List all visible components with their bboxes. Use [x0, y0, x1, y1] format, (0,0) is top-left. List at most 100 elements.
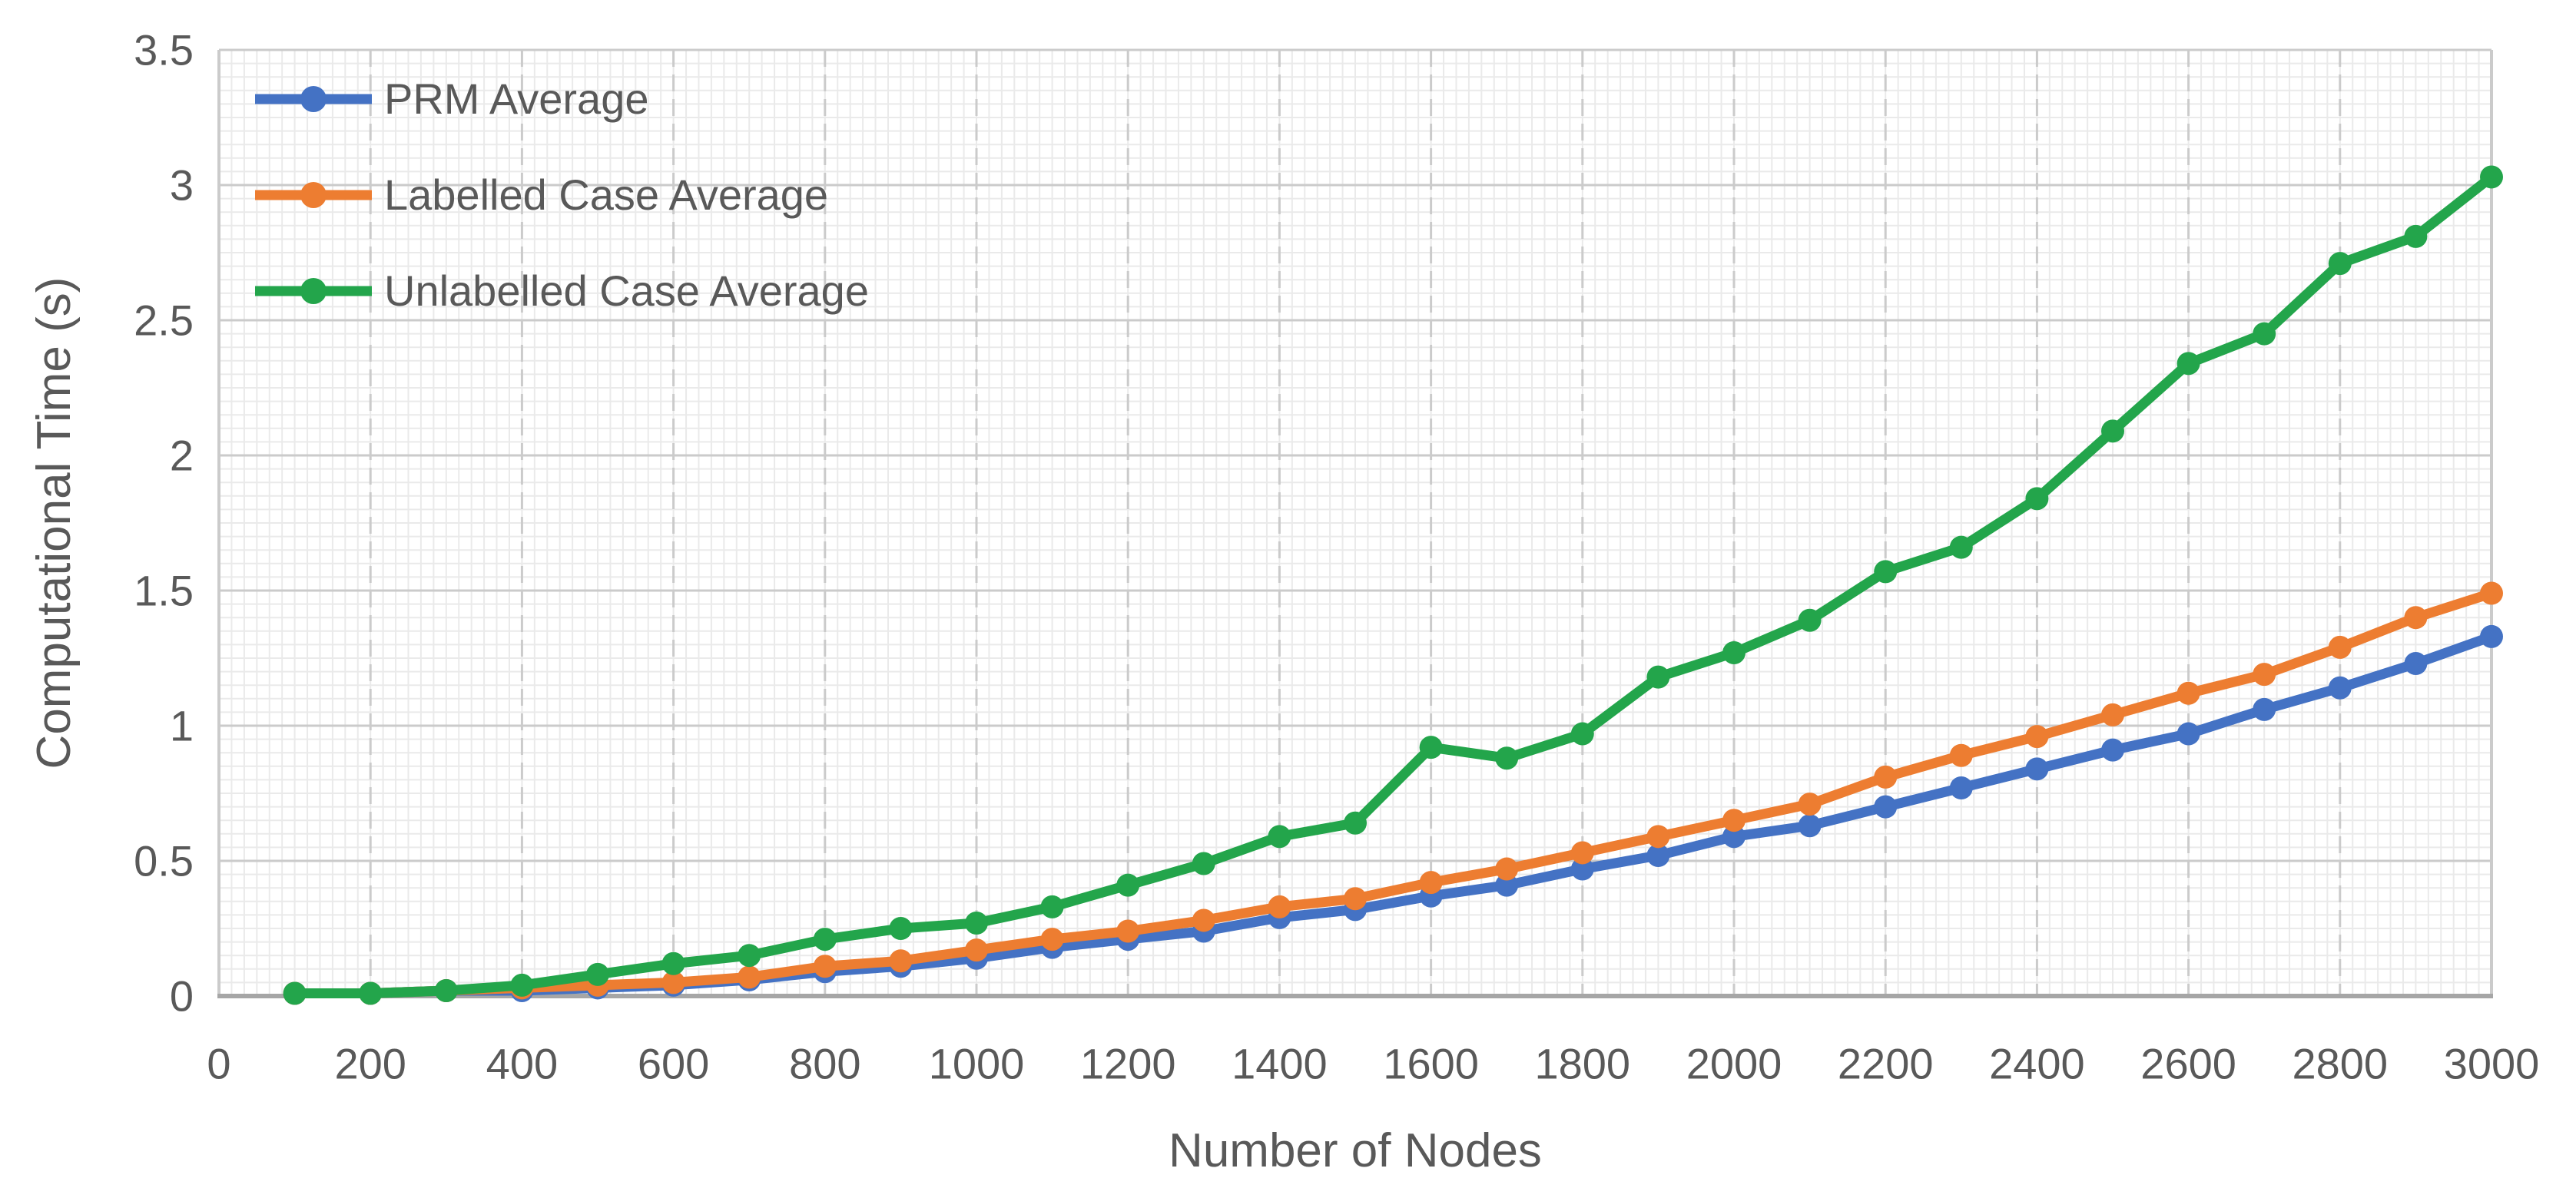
x-tick-labels: 0 200 400 600 800 1000 1200 1400 1600 1800 2000 220…: [207, 1040, 2539, 1088]
x-tick-label: 2800: [2293, 1040, 2389, 1088]
data-point: [2101, 703, 2124, 726]
data-point: [889, 917, 913, 940]
data-point: [2025, 487, 2049, 511]
data-point: [359, 981, 383, 1005]
data-point: [2025, 725, 2049, 749]
data-point: [1722, 809, 1746, 832]
data-point: [1419, 736, 1443, 760]
data-point: [1874, 795, 1898, 819]
data-point: [1419, 871, 1443, 895]
data-point: [738, 944, 761, 968]
data-point: [1495, 857, 1519, 881]
legend-label: PRM Average: [384, 74, 649, 123]
x-tick-label: 1600: [1383, 1040, 1479, 1088]
x-tick-label: 1200: [1080, 1040, 1176, 1088]
x-tick-label: 1000: [929, 1040, 1025, 1088]
data-point: [2253, 322, 2276, 346]
data-point: [2404, 224, 2428, 248]
data-point: [2480, 624, 2503, 648]
data-point: [434, 978, 458, 1002]
data-point: [1646, 825, 1670, 849]
data-point: [1192, 852, 1215, 875]
legend-line-marker-icon: [255, 181, 372, 208]
series-line: [290, 171, 2497, 998]
y-tick-label: 0.5: [134, 837, 194, 885]
data-point: [1798, 814, 1822, 838]
data-point: [1268, 895, 1291, 918]
data-point: [1646, 665, 1670, 689]
data-point: [2404, 606, 2428, 630]
x-tick-label: 0: [207, 1040, 230, 1088]
data-point: [1722, 640, 1746, 664]
data-point: [2025, 757, 2049, 781]
data-point: [2480, 165, 2503, 189]
data-point: [1268, 825, 1291, 849]
data-point: [813, 928, 837, 951]
data-point: [1874, 765, 1898, 789]
data-point: [1646, 843, 1670, 867]
data-point: [965, 938, 988, 962]
series-unlabelled-case-average: [283, 165, 2503, 1005]
data-point: [1495, 873, 1519, 897]
data-point: [1722, 825, 1746, 849]
chart-legend: PRM Average Labelled Case Average Unlabe…: [254, 51, 869, 339]
data-point: [2480, 581, 2503, 605]
y-tick-label: 3.5: [134, 26, 194, 74]
data-point: [1344, 811, 1367, 835]
legend-line-marker-icon: [255, 85, 372, 112]
data-point: [965, 911, 988, 935]
grid-minor: [218, 49, 2492, 997]
x-tick-label: 1400: [1232, 1040, 1328, 1088]
x-tick-label: 200: [334, 1040, 406, 1088]
data-point: [1192, 908, 1215, 932]
data-point: [1570, 857, 1594, 881]
data-point: [283, 981, 307, 1005]
data-point: [661, 971, 685, 994]
data-point: [2253, 697, 2276, 721]
data-point: [1040, 928, 1064, 951]
x-tick-label: 800: [789, 1040, 860, 1088]
data-point: [1798, 608, 1822, 632]
legend-item-unlabelled-case-average: Unlabelled Case Average: [254, 243, 869, 339]
data-point: [1874, 560, 1898, 584]
data-point: [2328, 635, 2352, 659]
x-tick-label: 1800: [1535, 1040, 1631, 1088]
x-tick-label: 600: [638, 1040, 709, 1088]
y-tick-labels: 0 0.5 1 1.5 2 2.5 3 3.5: [134, 26, 194, 1021]
data-point: [2101, 419, 2124, 443]
data-point: [661, 951, 685, 975]
legend-item-labelled-case-average: Labelled Case Average: [254, 147, 869, 243]
data-point: [2404, 652, 2428, 676]
x-axis-title: Number of Nodes: [1169, 1124, 1542, 1177]
data-point: [1949, 535, 1973, 559]
y-axis-title: Computational Time (s): [28, 276, 81, 769]
series-line: [290, 588, 2497, 998]
x-tick-label: 400: [486, 1040, 558, 1088]
data-point: [1495, 746, 1519, 770]
y-tick-label: 3: [170, 161, 194, 210]
data-point: [586, 962, 609, 986]
data-point: [813, 955, 837, 978]
data-point: [1570, 722, 1594, 746]
data-point: [738, 965, 761, 989]
y-tick-label: 2: [170, 432, 194, 480]
data-point: [510, 973, 534, 997]
data-point: [1798, 793, 1822, 816]
data-point: [1949, 743, 1973, 767]
legend-label: Labelled Case Average: [384, 170, 829, 219]
data-point: [2101, 738, 2124, 762]
data-point: [2328, 676, 2352, 700]
data-point: [1116, 919, 1140, 943]
y-tick-label: 1.5: [134, 567, 194, 615]
legend-label: Unlabelled Case Average: [384, 266, 869, 315]
y-tick-label: 2.5: [134, 296, 194, 345]
legend-item-prm-average: PRM Average: [254, 51, 869, 147]
y-tick-label: 0: [170, 972, 194, 1021]
y-tick-label: 1: [170, 702, 194, 750]
data-point: [889, 949, 913, 973]
x-tick-label: 2400: [1989, 1040, 2085, 1088]
x-tick-label: 2600: [2140, 1040, 2236, 1088]
data-point: [2328, 252, 2352, 276]
